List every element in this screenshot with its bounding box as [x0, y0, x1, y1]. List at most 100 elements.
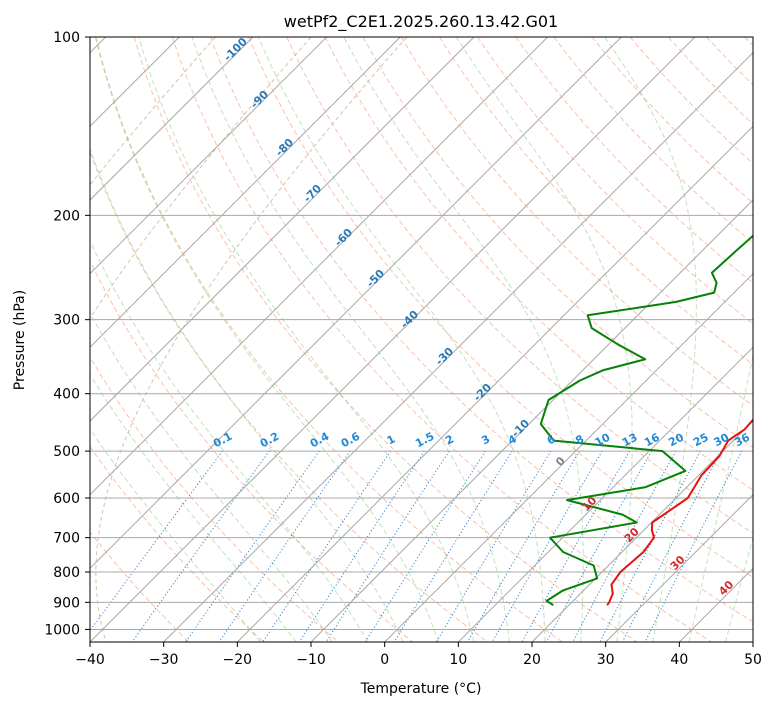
dry-adiabat-label: -70 [301, 182, 324, 205]
dry-adiabat [248, 37, 753, 578]
frost-curve [95, 37, 407, 642]
mixing-ratio-label: 36 [732, 431, 752, 450]
isotherm-line [90, 37, 622, 570]
x-tick-label: 20 [523, 652, 541, 668]
mixing-ratio-label: 10 [593, 430, 613, 449]
isotherm-line [752, 641, 753, 642]
moist-adiabat [90, 373, 297, 642]
mixing-ratio-line [521, 450, 630, 642]
x-tick-label: −20 [223, 652, 253, 668]
mixing-ratio-line [262, 450, 392, 642]
dry-adiabat [744, 37, 753, 47]
y-tick-label: 500 [53, 444, 80, 460]
isotherm-line [90, 37, 475, 422]
dry-adiabat [90, 445, 264, 642]
x-tick-label: 50 [744, 652, 762, 668]
y-axis-label: Pressure (hPa) [12, 290, 28, 390]
dry-adiabat [95, 37, 563, 642]
isotherm-line [163, 51, 753, 642]
x-tick-label: 10 [449, 652, 467, 668]
y-tick-label: 300 [53, 313, 80, 329]
dry-adiabat-label: -100 [221, 35, 250, 64]
mixing-ratio-label: 3 [479, 432, 492, 447]
mixing-ratio-label: 8 [573, 432, 586, 447]
mixing-ratio-label: 25 [691, 431, 711, 450]
profile-lines [539, 234, 753, 607]
dry-adiabat-label: -20 [471, 381, 494, 404]
moist-label: 40 [716, 578, 736, 598]
dry-adiabat [210, 37, 753, 623]
moist-adiabat [90, 311, 333, 642]
y-tick-label: 700 [53, 531, 80, 547]
mixing-ratio-line [185, 450, 320, 642]
mixing-ratio-label: 1 [385, 432, 398, 447]
mixing-ratio-line [572, 450, 677, 642]
x-axis-label: Temperature (°C) [360, 681, 482, 697]
y-tick-label: 600 [53, 491, 80, 507]
y-tick-label: 1000 [44, 622, 80, 638]
isotherm-line [90, 37, 549, 496]
dry-adiabat-label: -90 [248, 88, 271, 111]
moist-adiabat [94, 37, 439, 642]
mixing-ratio-label: 0.2 [258, 430, 281, 451]
moist-adiabat [688, 353, 753, 642]
moist-adiabat [90, 427, 261, 642]
mixing-ratio-line [467, 450, 580, 642]
dry-adiabat-label: -60 [332, 226, 355, 249]
moist-label: 20 [622, 525, 642, 545]
y-tick-label: 200 [53, 208, 80, 224]
x-tick-label: −10 [296, 652, 326, 668]
moist-adiabat [191, 37, 510, 642]
dry-adiabat [90, 356, 339, 642]
mixing-ratio-label: 0.4 [308, 430, 332, 451]
isotherm-line [457, 346, 753, 642]
dry-adiabat [286, 37, 753, 534]
isotherm-line [90, 37, 254, 201]
mixing-ratio-label: 16 [642, 431, 662, 450]
moist-adiabat [343, 37, 584, 642]
dry-adiabat [324, 37, 753, 491]
dry-adiabat-label: -30 [433, 345, 456, 368]
grid-lines [90, 37, 753, 642]
mixing-ratio-line [545, 450, 653, 642]
dry-adiabat [477, 37, 753, 325]
isotherm-line [236, 125, 753, 642]
dry-adiabat [90, 259, 414, 642]
y-tick-label: 900 [53, 595, 80, 611]
x-tick-label: 40 [670, 652, 688, 668]
plot-frame [89, 36, 754, 643]
dry-adiabat [515, 37, 753, 284]
isotherm-line [90, 37, 401, 349]
dry-adiabat-label: -50 [364, 267, 387, 290]
dry-adiabat-label: -40 [398, 308, 421, 331]
mixing-ratio-line [364, 450, 486, 642]
dry-adiabat [90, 150, 488, 642]
mixing-ratio-line [325, 450, 450, 642]
dry-adiabat [362, 37, 753, 449]
chart-title: wetPf2_C2E1.2025.260.13.42.G01 [284, 12, 558, 32]
dry-adiabat [553, 37, 753, 244]
temperature-profile [606, 418, 753, 606]
mixing-ratio-line [298, 450, 425, 642]
y-tick-label: 100 [53, 30, 80, 46]
dry-adiabat [706, 37, 753, 86]
isotherm-line [384, 272, 753, 642]
x-tick-label: −30 [149, 652, 179, 668]
dry-adiabat [133, 37, 638, 642]
moist-adiabat [455, 37, 633, 642]
mixing-ratio-line [621, 450, 722, 642]
y-tick-label: 400 [53, 387, 80, 403]
dry-adiabat [400, 37, 753, 407]
mixing-ratio-label: 30 [712, 431, 732, 450]
mixing-ratio-line [644, 450, 743, 642]
moist-adiabat [90, 147, 404, 642]
moist-adiabat [604, 37, 697, 642]
dry-adiabat [591, 37, 753, 204]
isotherm-line [310, 199, 753, 642]
axes: −40 −30 −20 −10 0 10 20 30 40 50 100 200 300 400 500 60… [44, 30, 762, 668]
x-tick-label: −40 [75, 652, 105, 668]
moist-adiabat [257, 37, 546, 642]
y-tick-label: 800 [53, 565, 80, 581]
mixing-ratio-line [218, 450, 351, 642]
